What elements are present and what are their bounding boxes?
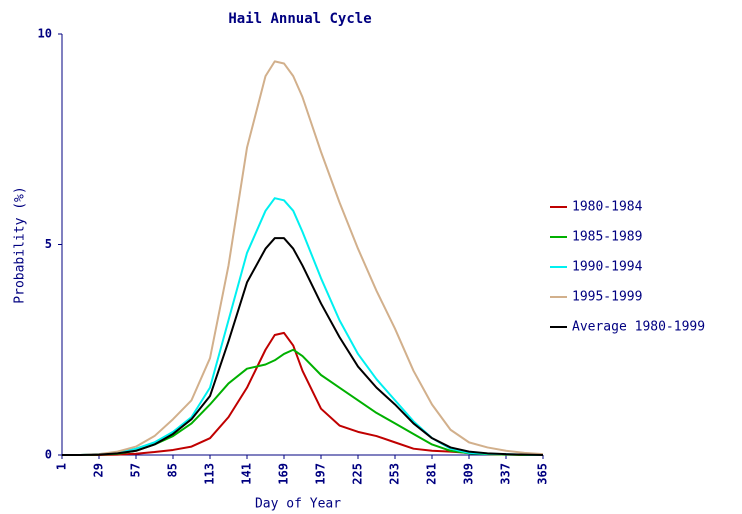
x-tick-label: 337	[499, 463, 513, 485]
x-tick-label: 253	[388, 463, 402, 485]
x-tick-label: 197	[314, 463, 328, 485]
x-tick-label: 281	[425, 463, 439, 485]
legend-label: 1995-1999	[572, 290, 642, 305]
chart-title: Hail Annual Cycle	[228, 11, 371, 27]
x-tick-label: 141	[240, 463, 254, 485]
series-line	[62, 348, 543, 456]
series-line	[62, 331, 543, 456]
x-tick-label: 309	[462, 463, 476, 485]
x-tick-label: 113	[203, 463, 217, 485]
x-tick-label: 1	[55, 463, 69, 470]
legend-label: 1990-1994	[572, 260, 643, 275]
x-tick-label: 225	[351, 463, 365, 485]
x-tick-label: 365	[536, 463, 550, 485]
series-line	[62, 237, 544, 456]
legend-label: 1985-1989	[572, 230, 642, 245]
y-tick-label: 0	[45, 448, 52, 462]
series-line	[62, 197, 544, 456]
legend-label: 1980-1984	[572, 200, 643, 215]
y-tick-label: 5	[45, 237, 52, 251]
x-tick-label: 169	[277, 463, 291, 485]
legend-label: Average 1980-1999	[572, 320, 705, 335]
y-tick-label: 10	[38, 27, 52, 41]
series-line	[62, 60, 544, 456]
x-tick-label: 57	[129, 463, 143, 477]
x-axis-label: Day of Year	[255, 497, 341, 512]
x-tick-label: 29	[92, 463, 106, 477]
y-axis-label: Probability (%)	[13, 186, 28, 303]
x-tick-label: 85	[166, 463, 180, 477]
